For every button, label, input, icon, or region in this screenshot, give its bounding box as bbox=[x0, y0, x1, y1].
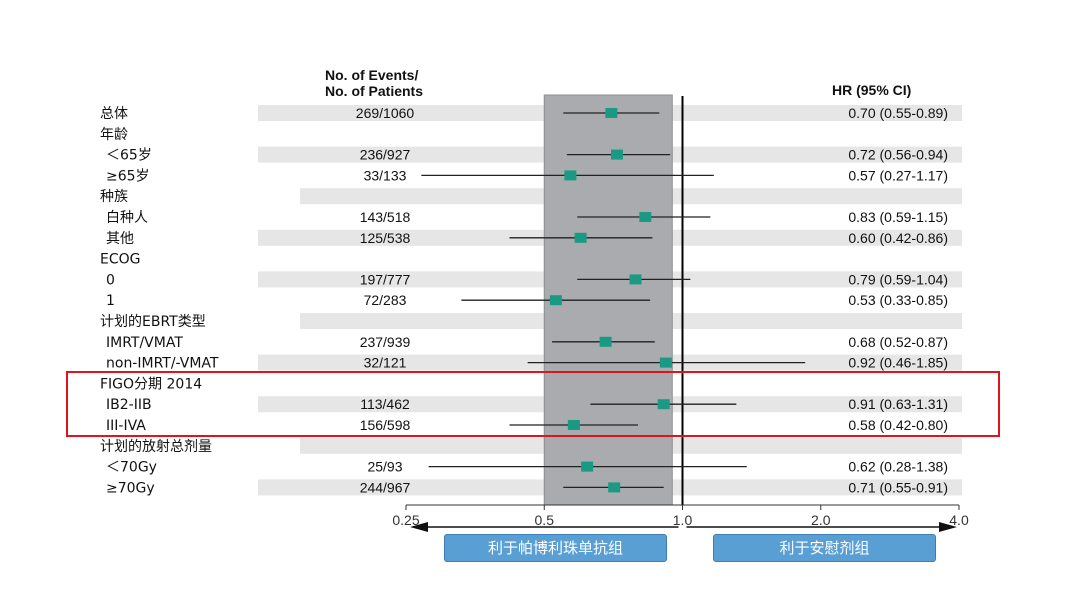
hr-value: 0.68 (0.52-0.87) bbox=[848, 334, 948, 350]
events-value: 236/927 bbox=[360, 147, 411, 163]
hr-marker bbox=[608, 482, 621, 493]
events-header-line1: No. of Events/ bbox=[325, 67, 419, 83]
hr-marker bbox=[659, 357, 672, 368]
hr-marker bbox=[574, 232, 587, 243]
hr-value: 0.91 (0.63-1.31) bbox=[848, 396, 948, 412]
events-value: 269/1060 bbox=[356, 105, 415, 121]
hr-marker bbox=[567, 420, 580, 430]
row-label: ≥70Gy bbox=[106, 480, 155, 496]
hr-value: 0.83 (0.59-1.15) bbox=[848, 209, 948, 225]
events-value: 25/93 bbox=[367, 459, 402, 475]
hr-value: 0.57 (0.27-1.17) bbox=[848, 167, 948, 183]
right-arrow-head bbox=[939, 522, 957, 532]
row-label: 年龄 bbox=[100, 127, 128, 143]
hr-header: HR (95% CI) bbox=[832, 82, 912, 98]
x-tick-label: 4.0 bbox=[949, 512, 969, 528]
hr-marker bbox=[629, 274, 642, 285]
events-value: 113/462 bbox=[360, 396, 410, 412]
events-header: No. of Events/ No. of Patients bbox=[325, 67, 423, 99]
favors-placebo-label: 利于安慰剂组 bbox=[713, 534, 936, 562]
hr-value: 0.53 (0.33-0.85) bbox=[848, 292, 948, 308]
hr-value: 0.71 (0.55-0.91) bbox=[848, 479, 948, 495]
hr-value: 0.92 (0.46-1.85) bbox=[848, 355, 948, 371]
x-tick-label: 0.5 bbox=[535, 512, 555, 528]
hr-value: 0.79 (0.59-1.04) bbox=[848, 271, 948, 287]
events-value: 125/538 bbox=[360, 230, 411, 246]
events-value: 156/598 bbox=[360, 417, 411, 433]
hr-value: 0.58 (0.42-0.80) bbox=[848, 417, 948, 433]
x-tick-label: 1.0 bbox=[673, 512, 693, 528]
row-label: 总体 bbox=[100, 106, 128, 122]
events-value: 237/939 bbox=[360, 334, 411, 350]
hr-marker bbox=[610, 149, 623, 160]
hr-marker bbox=[599, 336, 612, 347]
row-label: ＜70Gy bbox=[106, 460, 157, 476]
row-label: non-IMRT/-VMAT bbox=[106, 356, 219, 372]
events-value: 197/777 bbox=[360, 271, 411, 287]
x-tick-label: 2.0 bbox=[811, 512, 831, 528]
hr-value: 0.72 (0.56-0.94) bbox=[848, 147, 948, 163]
row-label: ＜65岁 bbox=[106, 148, 152, 164]
x-tick-label: 0.25 bbox=[392, 512, 419, 528]
hr-marker bbox=[657, 399, 670, 410]
hr-value: 0.60 (0.42-0.86) bbox=[848, 230, 948, 246]
hr-value: 0.70 (0.55-0.89) bbox=[848, 105, 948, 121]
favors-pembrolizumab-label: 利于帕博利珠单抗组 bbox=[444, 534, 667, 562]
events-value: 72/283 bbox=[364, 292, 407, 308]
row-label: IB2-IIB bbox=[106, 397, 152, 413]
row-label: 其他 bbox=[106, 231, 134, 247]
row-label: 0 bbox=[106, 272, 115, 288]
events-value: 143/518 bbox=[360, 209, 411, 225]
events-value: 244/967 bbox=[360, 479, 411, 495]
left-arrow-head bbox=[410, 522, 428, 532]
hr-marker bbox=[605, 108, 618, 118]
row-label: 1 bbox=[106, 293, 115, 309]
hr-marker bbox=[581, 461, 594, 472]
row-label: 种族 bbox=[100, 189, 128, 205]
row-label: ECOG bbox=[100, 252, 141, 268]
row-label: 白种人 bbox=[106, 210, 148, 226]
row-label: ≥65岁 bbox=[106, 168, 150, 184]
hr-marker bbox=[549, 295, 562, 306]
row-label: 计划的放射总剂量 bbox=[100, 439, 212, 455]
hr-marker bbox=[564, 170, 577, 181]
hr-marker bbox=[639, 212, 652, 222]
row-label: FIGO分期 2014 bbox=[100, 376, 202, 392]
row-label: 计划的EBRT类型 bbox=[100, 314, 206, 330]
events-value: 33/133 bbox=[364, 167, 407, 183]
hr-value: 0.62 (0.28-1.38) bbox=[848, 459, 948, 475]
events-value: 32/121 bbox=[364, 355, 407, 371]
events-header-line2: No. of Patients bbox=[325, 83, 424, 99]
row-label: III-IVA bbox=[106, 418, 146, 434]
figo-highlight-box bbox=[66, 371, 1000, 437]
row-label: IMRT/VMAT bbox=[106, 335, 183, 351]
